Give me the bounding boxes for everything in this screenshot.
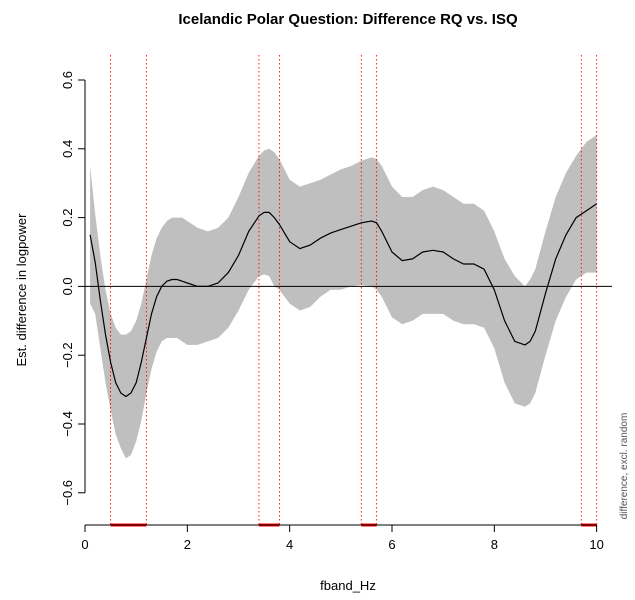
confidence-band bbox=[90, 135, 597, 459]
x-axis-label: fband_Hz bbox=[320, 578, 376, 593]
y-axis: −0.6 −0.4 −0.2 0.0 0.2 0.4 0.6 bbox=[60, 71, 86, 506]
x-axis: 0 2 4 6 8 10 bbox=[81, 524, 604, 552]
y-tick-label: 0.2 bbox=[60, 209, 75, 227]
y-axis-label: Est. difference in logpower bbox=[14, 213, 29, 367]
x-tick-label: 10 bbox=[589, 537, 603, 552]
x-tick-label: 0 bbox=[81, 537, 88, 552]
x-tick-label: 2 bbox=[184, 537, 191, 552]
x-tick-label: 4 bbox=[286, 537, 293, 552]
y-tick-label: 0.6 bbox=[60, 71, 75, 89]
x-tick-label: 8 bbox=[491, 537, 498, 552]
y-tick-label: 0.4 bbox=[60, 140, 75, 158]
x-tick-label: 6 bbox=[388, 537, 395, 552]
confidence-band-layer bbox=[90, 135, 597, 459]
y-tick-label: −0.6 bbox=[60, 480, 75, 506]
y-tick-label: −0.4 bbox=[60, 411, 75, 437]
chart-title: Icelandic Polar Question: Difference RQ … bbox=[178, 11, 518, 28]
estimate-line-layer bbox=[85, 203, 612, 398]
estimate-line bbox=[89, 203, 598, 398]
y-tick-label: 0.0 bbox=[60, 277, 75, 295]
side-note: difference, excl. random bbox=[619, 413, 630, 520]
y-tick-label: −0.2 bbox=[60, 342, 75, 368]
